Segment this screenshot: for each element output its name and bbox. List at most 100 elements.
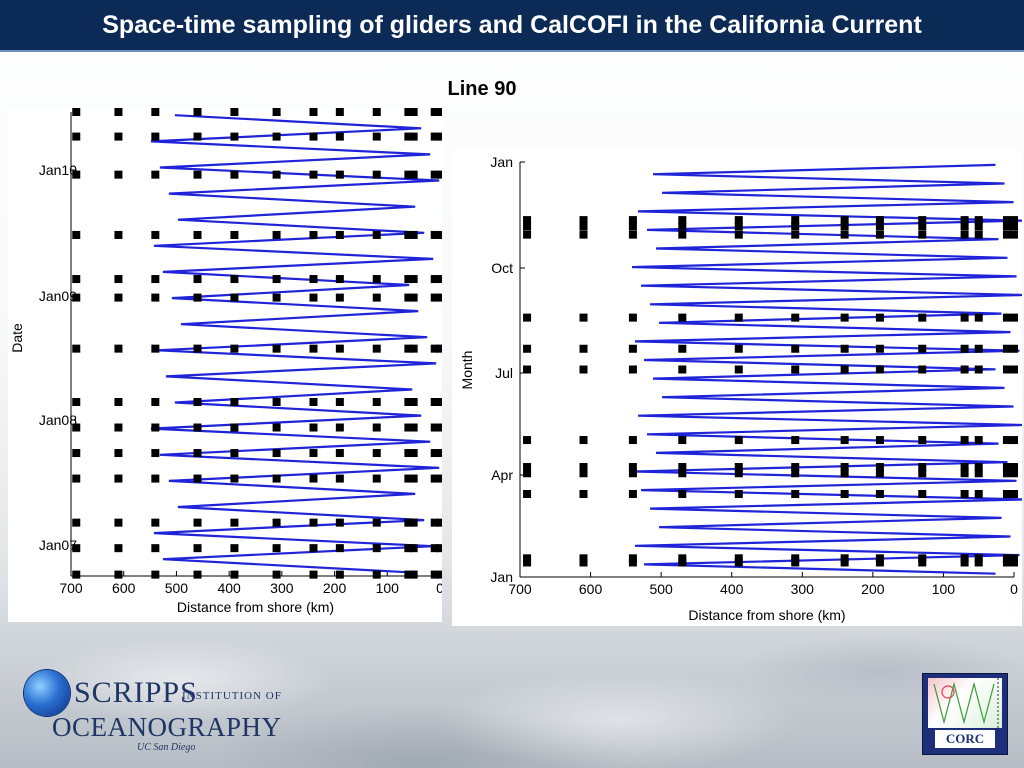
station-marker: [114, 230, 123, 239]
station-marker: [335, 423, 344, 432]
station-marker: [974, 554, 983, 563]
station-marker: [974, 558, 983, 567]
y-axis-title: Date: [9, 323, 25, 353]
station-marker: [409, 275, 418, 284]
station-marker: [272, 293, 281, 302]
station-marker: [230, 293, 239, 302]
station-marker: [335, 275, 344, 284]
station-marker: [678, 558, 687, 567]
scripps-logo-line4: UC San Diego: [137, 742, 196, 753]
station-marker: [1002, 463, 1011, 472]
corc-logo-graphic: [928, 678, 1002, 728]
station-marker: [840, 558, 849, 567]
station-marker: [272, 170, 281, 179]
station-marker: [1010, 490, 1018, 498]
station-marker: [193, 230, 202, 239]
station-marker: [409, 398, 418, 406]
station-marker: [72, 518, 81, 527]
station-marker: [309, 474, 318, 483]
station-marker: [436, 344, 442, 353]
station-marker: [1010, 436, 1018, 445]
station-marker: [230, 108, 239, 116]
station-marker: [193, 570, 202, 579]
station-marker: [151, 449, 160, 458]
station-marker: [193, 474, 202, 483]
station-marker: [974, 490, 983, 498]
station-marker: [372, 293, 381, 302]
station-marker: [918, 344, 927, 353]
station-marker: [918, 222, 927, 231]
station-marker: [628, 554, 637, 563]
station-marker: [840, 490, 849, 498]
station-marker: [114, 570, 123, 579]
station-marker: [193, 132, 202, 141]
station-marker: [974, 463, 983, 472]
station-marker: [335, 398, 344, 406]
glider-track: [631, 163, 1022, 575]
station-marker: [678, 490, 687, 498]
station-marker: [151, 108, 160, 116]
x-tick-label: 500: [649, 581, 673, 597]
station-marker: [409, 518, 418, 527]
slide-title: Space-time sampling of gliders and CalCO…: [102, 10, 922, 39]
station-marker: [309, 170, 318, 179]
station-marker: [579, 230, 588, 239]
station-marker: [230, 570, 239, 579]
left-chart-panel: 700 600 500 400 300 200 100 0 Jan07 Jan08 Jan09 Jan…: [8, 108, 442, 622]
y-tick-label: Jan10: [39, 162, 77, 178]
station-marker: [1010, 230, 1018, 239]
station-marker: [791, 216, 800, 225]
station-marker: [409, 170, 418, 179]
station-marker: [309, 570, 318, 579]
station-marker: [523, 313, 532, 322]
station-marker: [791, 344, 800, 353]
station-marker: [1002, 469, 1011, 478]
x-axis-title: Distance from shore (km): [177, 599, 334, 615]
station-marker: [335, 570, 344, 579]
station-marker: [840, 313, 849, 322]
station-marker: [974, 230, 983, 239]
station-marker: [230, 170, 239, 179]
station-marker: [309, 344, 318, 353]
x-tick-label: 0: [1010, 581, 1018, 597]
station-marker: [579, 554, 588, 563]
station-marker: [678, 365, 687, 374]
station-marker: [372, 474, 381, 483]
station-marker: [72, 449, 81, 458]
y-tick-label: Jan08: [39, 412, 77, 428]
station-marker: [791, 222, 800, 231]
station-marker: [918, 558, 927, 567]
station-marker: [840, 436, 849, 445]
station-marker: [523, 436, 532, 445]
station-marker: [628, 313, 637, 322]
station-marker: [72, 230, 81, 239]
station-marker: [918, 463, 927, 472]
station-marker: [734, 469, 743, 478]
station-marker: [523, 222, 532, 231]
station-marker: [840, 463, 849, 472]
right-chart: 700 600 500 400 300 200 100 0 Jan Apr Jul Oct Jan Dis…: [459, 154, 1022, 623]
station-marker: [372, 275, 381, 284]
station-marker: [272, 275, 281, 284]
station-marker: [960, 463, 969, 472]
corc-logo-label: CORC: [935, 730, 995, 748]
station-marker: [114, 474, 123, 483]
station-marker: [193, 108, 202, 116]
station-marker: [272, 344, 281, 353]
station-marker: [272, 474, 281, 483]
station-marker: [409, 570, 418, 579]
station-marker: [151, 170, 160, 179]
left-chart: 700 600 500 400 300 200 100 0 Jan07 Jan08 Jan09 Jan…: [9, 108, 442, 615]
scripps-logo-line3: OCEANOGRAPHY: [52, 712, 282, 742]
station-marker: [230, 275, 239, 284]
station-marker: [404, 230, 413, 239]
station-marker: [960, 222, 969, 231]
x-tick-label: 200: [861, 581, 885, 597]
station-marker: [436, 518, 442, 527]
station-marker: [372, 518, 381, 527]
station-marker: [335, 230, 344, 239]
x-tick-label: 100: [932, 581, 956, 597]
x-tick-label: 700: [59, 580, 83, 596]
station-marker: [335, 518, 344, 527]
x-tick-label: 200: [323, 580, 347, 596]
